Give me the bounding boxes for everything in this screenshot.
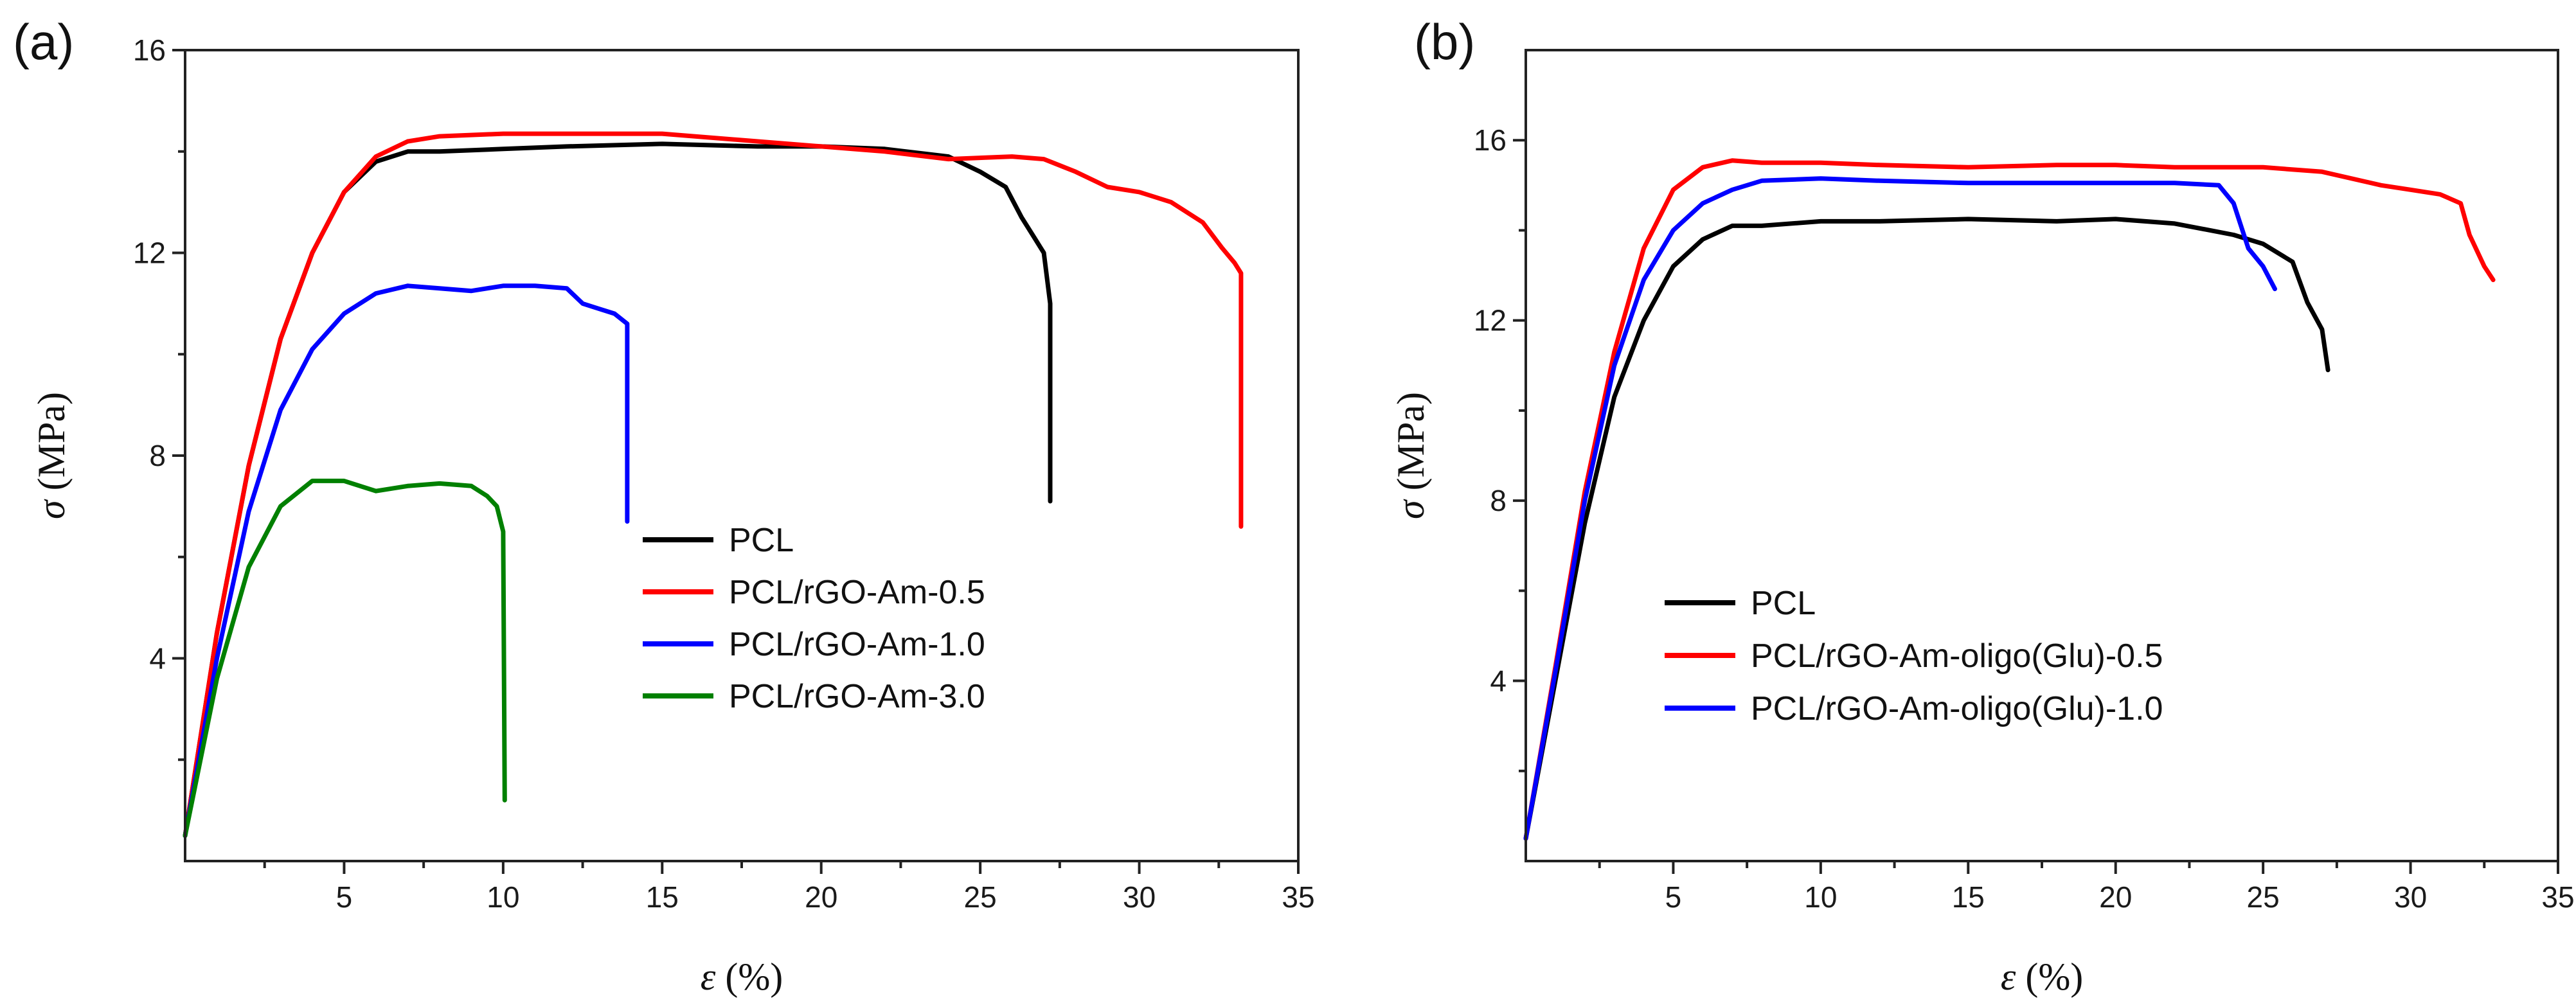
plot-frame-a <box>184 49 1300 862</box>
ticks-a: 5 10 15 20 25 30 35 4 8 12 16 <box>133 33 1315 914</box>
x-tick-label-a-2: 15 <box>646 880 679 914</box>
y-tick-label-a-0: 4 <box>149 642 166 675</box>
y-tick-label-a-3: 16 <box>133 33 166 67</box>
series-line-a-1 <box>183 131 1244 839</box>
series-line-b-2 <box>1523 176 2277 841</box>
legend-b: PCL PCL/rGO-Am-oligo(Glu)-0.5 PCL/rGO-Am-o… <box>1665 585 2163 727</box>
plot-frame-b <box>1525 49 2559 862</box>
legend-label-b-1: PCL/rGO-Am-oligo(Glu)-0.5 <box>1751 637 2163 675</box>
panel-label-b: (b) <box>1414 13 1475 70</box>
x-axis-title-b: ε (%) <box>2001 956 2084 998</box>
y-tick-label-a-2: 12 <box>133 236 166 270</box>
y-tick-label-a-1: 8 <box>149 439 166 472</box>
x-tick-label-a-4: 25 <box>964 880 997 914</box>
x-tick-label-b-4: 25 <box>2247 880 2280 914</box>
panel-label-a: (a) <box>13 13 74 70</box>
y-axis-title-a: σ (MPa) <box>30 392 73 519</box>
series-line-b-0 <box>1523 217 2330 841</box>
x-tick-label-b-1: 10 <box>1804 880 1837 914</box>
panel-b: (b) 5 10 15 20 25 30 35 4 8 12 16 ε (%) σ (MPa) PC… <box>1390 13 2575 998</box>
panel-a: (a) 5 10 15 20 25 30 35 4 8 12 16 ε (%) σ (MPa) PC… <box>13 13 1315 998</box>
x-tick-label-a-0: 5 <box>336 880 353 914</box>
y-tick-label-b-1: 8 <box>1490 484 1507 517</box>
series-group-a <box>183 131 1244 839</box>
x-tick-label-a-6: 35 <box>1282 880 1314 914</box>
x-axis-title-a: ε (%) <box>701 956 783 998</box>
x-tick-label-a-5: 30 <box>1123 880 1156 914</box>
legend-label-b-0: PCL <box>1751 585 1816 622</box>
x-tick-label-a-3: 20 <box>805 880 837 914</box>
series-line-b-1 <box>1523 158 2496 841</box>
x-tick-label-b-2: 15 <box>1952 880 1985 914</box>
x-tick-label-b-6: 35 <box>2541 880 2574 914</box>
ticks-b: 5 10 15 20 25 30 35 4 8 12 16 <box>1474 123 2575 914</box>
x-tick-label-b-0: 5 <box>1665 880 1682 914</box>
legend-label-a-2: PCL/rGO-Am-1.0 <box>729 626 985 663</box>
legend-label-a-1: PCL/rGO-Am-0.5 <box>729 574 985 611</box>
legend-label-a-3: PCL/rGO-Am-3.0 <box>729 678 985 715</box>
legend-label-a-0: PCL <box>729 522 794 559</box>
y-axis-title-b: σ (MPa) <box>1390 392 1432 519</box>
y-tick-label-b-0: 4 <box>1490 664 1507 698</box>
series-group-b <box>1523 158 2496 841</box>
legend-a: PCL PCL/rGO-Am-0.5 PCL/rGO-Am-1.0 PCL/rGO-A… <box>643 522 985 715</box>
y-tick-label-b-3: 16 <box>1474 123 1507 157</box>
x-tick-label-a-1: 10 <box>487 880 519 914</box>
y-tick-label-b-2: 12 <box>1474 304 1507 337</box>
x-tick-label-b-3: 20 <box>2099 880 2132 914</box>
legend-label-b-2: PCL/rGO-Am-oligo(Glu)-1.0 <box>1751 690 2163 727</box>
x-tick-label-b-5: 30 <box>2394 880 2427 914</box>
series-line-a-3 <box>183 478 507 839</box>
series-line-a-2 <box>183 283 630 839</box>
